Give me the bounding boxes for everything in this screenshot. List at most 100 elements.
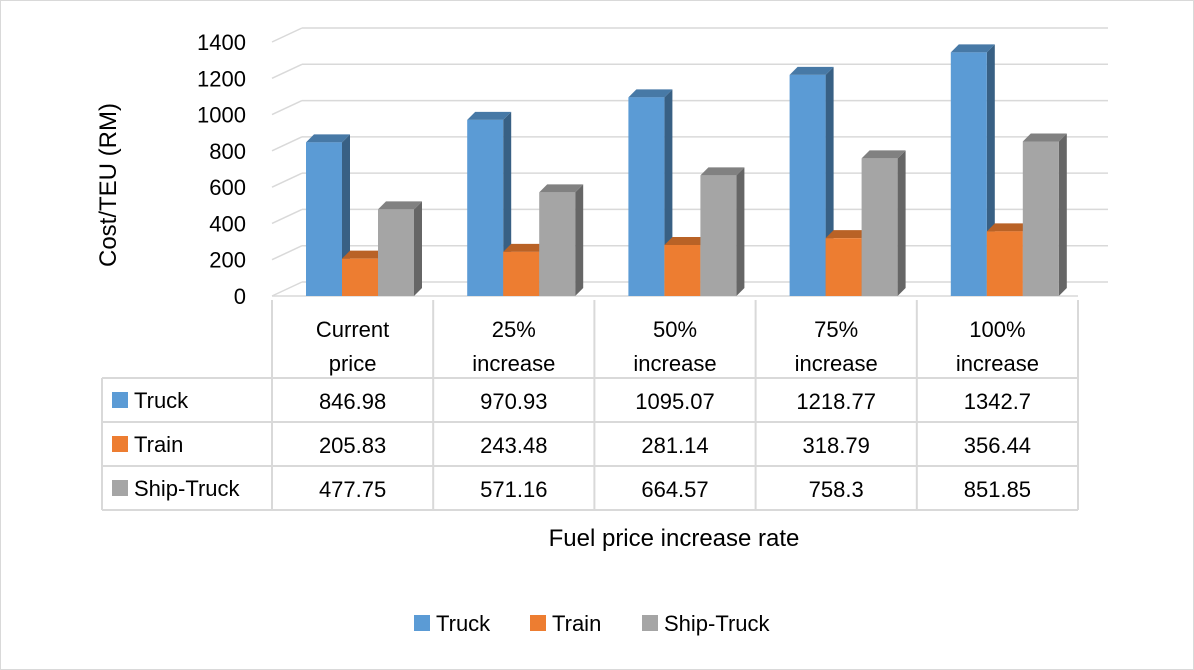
bar-front — [342, 258, 378, 296]
bar-top — [700, 167, 745, 176]
bar-top — [306, 134, 350, 143]
table-cell-value: 356.44 — [964, 433, 1031, 458]
bar-top — [539, 184, 584, 193]
bars — [306, 44, 1067, 297]
bar-top — [467, 111, 512, 120]
bar-front — [825, 238, 862, 296]
bar-top — [342, 250, 386, 259]
bar-top — [825, 230, 870, 239]
bar-front — [628, 97, 665, 296]
x-axis-title: Fuel price increase rate — [549, 525, 800, 552]
table-cell-value: 758.3 — [809, 477, 864, 502]
gridline-side — [271, 99, 303, 116]
bar-front — [789, 74, 826, 296]
table-cell-value: 205.83 — [319, 433, 386, 458]
gridline-side — [271, 281, 303, 297]
table-cell-value: 970.93 — [480, 389, 547, 414]
bar-side — [1058, 133, 1067, 296]
bar-front — [986, 231, 1023, 296]
bar-front — [1022, 141, 1059, 296]
legend-key — [414, 615, 430, 631]
bar-ship-truck — [861, 150, 906, 296]
table-cell-value: 281.14 — [641, 433, 708, 458]
y-tick-label: 800 — [209, 139, 246, 164]
category-label: 25% — [492, 317, 536, 342]
y-tick-label: 200 — [209, 248, 246, 273]
bar-top — [503, 243, 548, 252]
y-tick-label: 400 — [209, 211, 246, 236]
table-cell-value: 1218.77 — [796, 389, 876, 414]
row-legend-key — [112, 436, 128, 452]
legend-label: Train — [552, 611, 601, 636]
bar-top — [950, 44, 995, 53]
legend-key — [530, 615, 546, 631]
table-cell-value: 477.75 — [319, 477, 386, 502]
bar-front — [503, 251, 540, 296]
bar-top — [986, 223, 1031, 232]
category-label: increase — [633, 351, 716, 376]
bar-front — [861, 158, 898, 296]
category-label: Current — [316, 317, 389, 342]
category-label: 100% — [969, 317, 1025, 342]
bar-top — [664, 236, 709, 245]
category-label: increase — [956, 351, 1039, 376]
bar-top — [378, 201, 422, 210]
gridline-side — [271, 208, 303, 225]
row-series-name: Train — [134, 432, 183, 457]
y-tick-label: 600 — [209, 175, 246, 200]
bar-front — [539, 192, 576, 296]
bar-truck — [628, 89, 673, 296]
category-label: price — [329, 351, 377, 376]
bar-front — [664, 244, 701, 296]
legend-label: Ship-Truck — [664, 611, 771, 636]
bar-front — [950, 52, 987, 296]
y-tick-label: 1000 — [197, 103, 246, 128]
category-label: 75% — [814, 317, 858, 342]
bar-front — [306, 142, 342, 296]
y-axis-title: Cost/TEU (RM) — [95, 103, 122, 267]
table-cell-value: 846.98 — [319, 389, 386, 414]
bar-side — [736, 167, 745, 296]
gridline-side — [271, 172, 303, 188]
bar-ship-truck — [539, 184, 584, 296]
row-legend-key — [112, 480, 128, 496]
gridline-side — [271, 245, 303, 261]
bar-top — [789, 66, 834, 75]
table-cell-value: 851.85 — [964, 477, 1031, 502]
bar-ship-truck — [700, 167, 745, 296]
table-cell-value: 1342.7 — [964, 389, 1031, 414]
y-tick-label: 0 — [234, 284, 246, 309]
data-table: Current price 25% increase 50% increase 75% inc… — [101, 300, 1079, 511]
gridline-side — [271, 136, 303, 152]
y-tick-label: 1400 — [197, 30, 246, 55]
row-series-name: Truck — [134, 388, 189, 413]
row-legend-key — [112, 392, 128, 408]
gridline-side — [271, 27, 303, 43]
legend: Truck Train Ship-Truck — [414, 611, 771, 636]
bar-ship-truck — [378, 201, 422, 296]
table-cell-value: 243.48 — [480, 433, 547, 458]
bar-side — [414, 201, 422, 296]
bar-side — [575, 184, 584, 296]
table-cell-value: 1095.07 — [635, 389, 715, 414]
bar-front — [467, 119, 504, 297]
legend-label: Truck — [436, 611, 491, 636]
bar-side — [897, 150, 906, 296]
y-tick-label: 1200 — [197, 66, 246, 91]
category-label: increase — [472, 351, 555, 376]
table-cell-value: 664.57 — [641, 477, 708, 502]
y-axis-ticks: 0 200 400 600 800 1000 1200 1400 — [197, 30, 246, 309]
bar-front — [378, 209, 414, 296]
bar-top — [628, 89, 673, 98]
category-label: 50% — [653, 317, 697, 342]
bar-top — [1022, 133, 1067, 142]
bar-ship-truck — [1022, 133, 1067, 296]
bar-truck — [789, 66, 834, 296]
gridline-side — [271, 63, 303, 79]
table-cell-value: 318.79 — [803, 433, 870, 458]
row-series-name: Ship-Truck — [134, 476, 241, 501]
category-label: increase — [795, 351, 878, 376]
bar-front — [700, 175, 737, 296]
